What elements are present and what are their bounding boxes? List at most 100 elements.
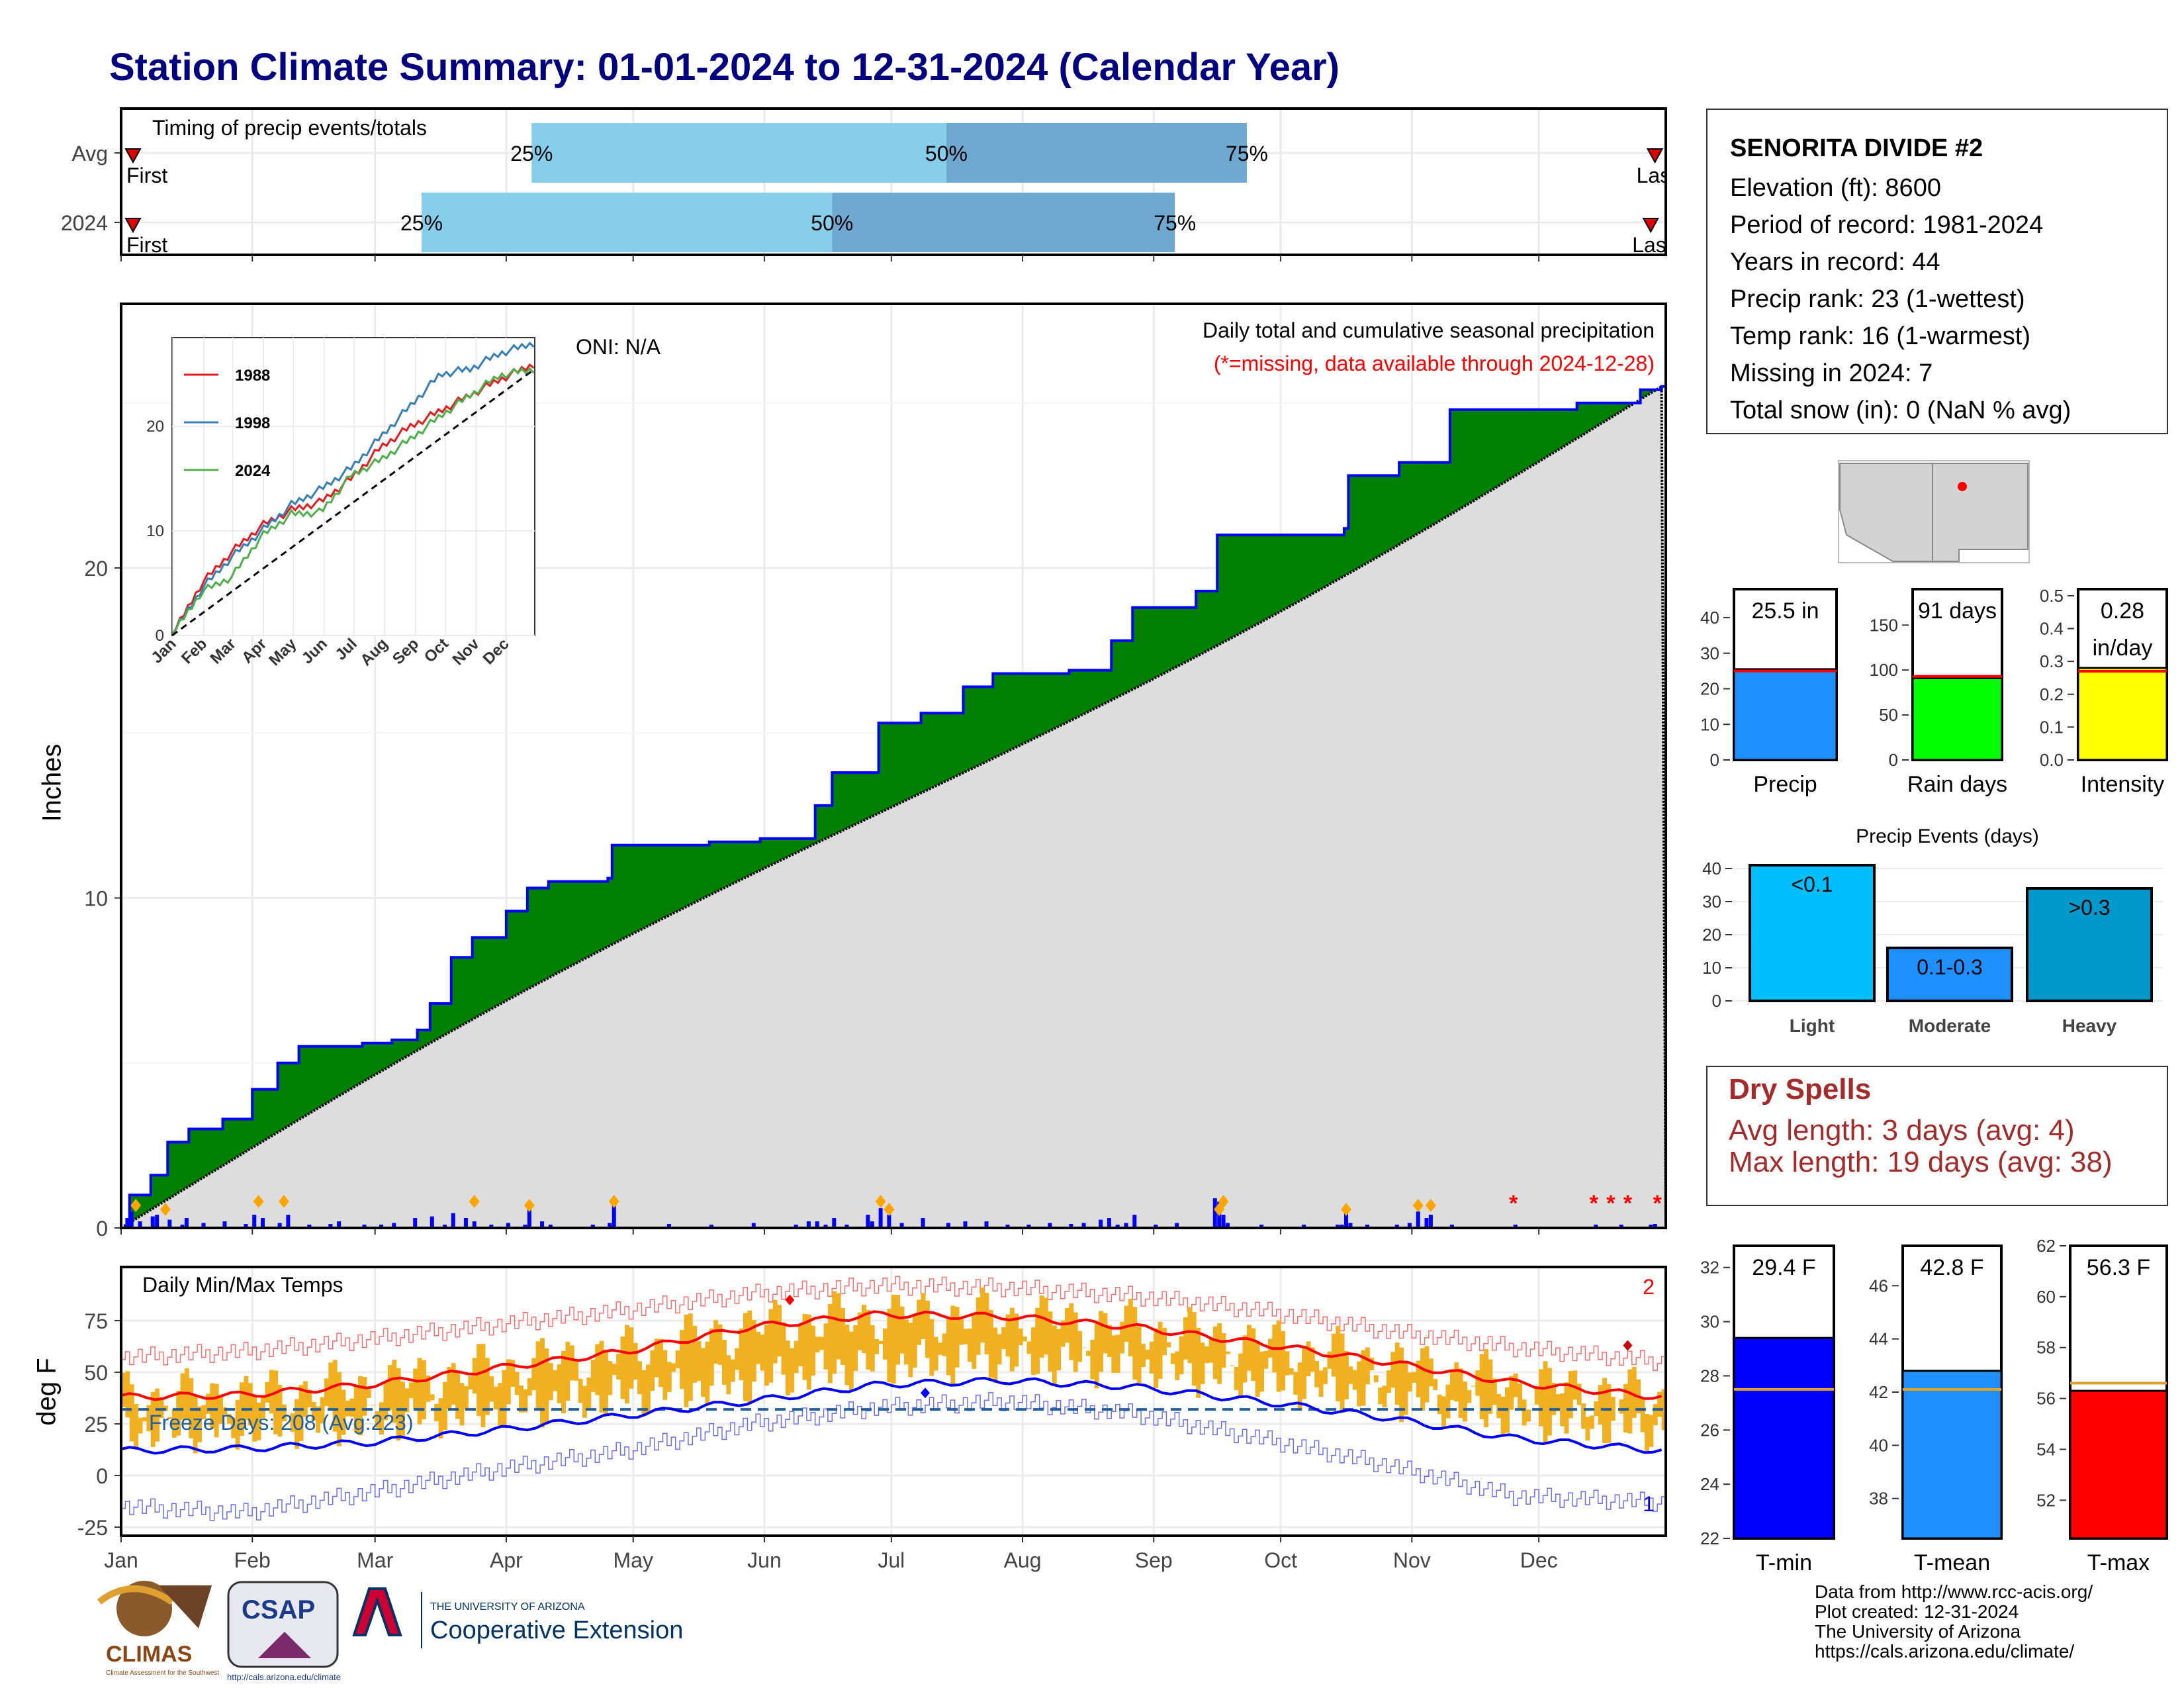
daily-temp-range-bar — [1310, 1347, 1315, 1372]
daily-temp-range-bar — [1449, 1369, 1455, 1401]
daily-temp-range-bar — [1196, 1327, 1201, 1398]
daily-temp-range-bar — [1044, 1297, 1048, 1355]
summary-value-label: 42.8 F — [1920, 1255, 1983, 1280]
daily-temp-range-bar — [1166, 1342, 1171, 1348]
record-max-count: 2 — [1643, 1275, 1655, 1299]
daily-temp-range-bar — [1090, 1339, 1095, 1380]
daily-temp-range-bar — [256, 1402, 261, 1440]
cum-y-tick-label: 10 — [84, 887, 108, 911]
daily-precip-bar — [201, 1223, 206, 1228]
daily-temp-range-bar — [1560, 1393, 1565, 1427]
daily-temp-range-bar — [1103, 1313, 1108, 1354]
daily-temp-range-bar — [1064, 1307, 1069, 1343]
daily-precip-bar — [442, 1225, 447, 1228]
daily-temp-range-bar — [1433, 1379, 1438, 1391]
daily-precip-bar — [527, 1208, 531, 1228]
summary-y-tick-label: 46 — [1869, 1276, 1888, 1295]
daily-precip-bar — [180, 1225, 185, 1228]
summary-y-tick-label: 40 — [1869, 1435, 1888, 1455]
daily-temp-range-bar — [1281, 1331, 1285, 1391]
daily-temp-range-bar — [366, 1389, 371, 1398]
daily-temp-range-bar — [1581, 1403, 1586, 1429]
daily-temp-range-bar — [1518, 1383, 1523, 1409]
daily-temp-range-bar — [1183, 1317, 1188, 1360]
timing-p50-label: 50% — [925, 142, 968, 165]
daily-temp-range-bar — [1030, 1327, 1036, 1376]
daily-temp-range-bar — [484, 1358, 490, 1415]
daily-temp-range-bar — [671, 1363, 676, 1372]
heavy-event-diamond-icon — [159, 1203, 171, 1216]
daily-temp-range-bar — [1238, 1353, 1244, 1398]
daily-temp-range-bar — [171, 1409, 177, 1438]
daily-precip-bar — [1225, 1223, 1230, 1228]
daily-temp-range-bar — [1534, 1387, 1539, 1405]
events-bar — [1749, 864, 1876, 1002]
daily-precip-bar — [1115, 1225, 1120, 1228]
daily-temp-range-bar — [1378, 1387, 1383, 1405]
temp-y-tick-label: 50 — [84, 1361, 108, 1385]
summary-y-tick-label: 38 — [1869, 1489, 1888, 1509]
daily-temp-range-bar — [1263, 1350, 1269, 1369]
daily-temp-range-bar — [1170, 1353, 1175, 1364]
daily-temp-range-bar — [1471, 1385, 1476, 1387]
heavy-event-diamond-icon — [875, 1195, 886, 1208]
daily-precip-bar — [946, 1223, 950, 1228]
daily-temp-range-bar — [726, 1355, 731, 1395]
missing-data-marker: * — [1590, 1191, 1599, 1216]
daily-temp-range-bar — [717, 1324, 723, 1365]
daily-precip-bar — [1069, 1224, 1073, 1228]
daily-temp-range-bar — [942, 1333, 947, 1356]
climas-swoosh-icon — [97, 1585, 174, 1605]
daily-temp-range-bar — [1394, 1342, 1400, 1405]
daily-precip-bar — [362, 1225, 367, 1228]
inset-y-tick-label: 10 — [146, 522, 164, 540]
daily-temp-range-bar — [422, 1360, 426, 1420]
inset-legend-label: 1998 — [235, 414, 270, 432]
daily-precip-bar — [463, 1218, 468, 1228]
daily-temp-range-bar — [477, 1344, 482, 1417]
daily-temp-range-bar — [730, 1359, 735, 1382]
summary-value-label: 29.4 F — [1752, 1255, 1815, 1280]
events-category-label: Heavy — [2062, 1015, 2117, 1036]
daily-temp-range-bar — [480, 1344, 486, 1428]
daily-temp-range-bar — [722, 1339, 727, 1385]
daily-temp-range-bar — [848, 1331, 854, 1391]
daily-temp-range-bar — [1589, 1415, 1594, 1429]
daily-temp-range-bar — [1645, 1413, 1649, 1452]
daily-temp-range-bar — [353, 1386, 359, 1433]
daily-temp-range-bar — [1221, 1333, 1226, 1368]
daily-temp-range-bar — [844, 1325, 850, 1385]
csap-logo-text: CSAP — [242, 1595, 315, 1624]
daily-precip-bar — [277, 1223, 282, 1228]
daily-temp-range-bar — [129, 1384, 134, 1442]
daily-temp-range-bar — [265, 1382, 270, 1403]
daily-temp-range-bar — [574, 1361, 579, 1381]
daily-temp-range-bar — [1285, 1351, 1290, 1376]
daily-temp-range-bar — [866, 1309, 871, 1370]
daily-temp-range-bar — [781, 1322, 786, 1375]
timing-title: Timing of precip events/totals — [152, 116, 427, 140]
summary-value-label: 56.3 F — [2087, 1255, 2150, 1280]
daily-temp-range-bar — [1297, 1362, 1302, 1410]
timing-first-label: First — [126, 164, 167, 187]
daily-temp-range-bar — [815, 1336, 820, 1353]
daily-temp-range-bar — [1594, 1401, 1599, 1417]
daily-temp-range-bar — [878, 1340, 884, 1344]
last-marker-icon — [1646, 148, 1664, 164]
daily-temp-range-bar — [1572, 1370, 1578, 1400]
daily-temp-range-bar — [1412, 1372, 1417, 1383]
daily-temp-range-bar — [1255, 1340, 1260, 1397]
inset-legend-label: 1988 — [235, 367, 270, 385]
daily-temp-range-bar — [269, 1370, 274, 1414]
daily-temp-range-bar — [489, 1376, 494, 1402]
daily-temp-range-bar — [1458, 1368, 1463, 1419]
daily-precip-bar — [1154, 1225, 1158, 1228]
daily-precip-bar — [184, 1218, 189, 1228]
station-temp-rank: Temp rank: 16 (1-warmest) — [1730, 322, 2031, 350]
daily-precip-bar — [1259, 1225, 1264, 1228]
daily-temp-range-bar — [984, 1293, 989, 1354]
daily-temp-range-bar — [565, 1342, 570, 1401]
daily-temp-range-bar — [1365, 1347, 1370, 1385]
daily-temp-range-bar — [1467, 1390, 1472, 1403]
